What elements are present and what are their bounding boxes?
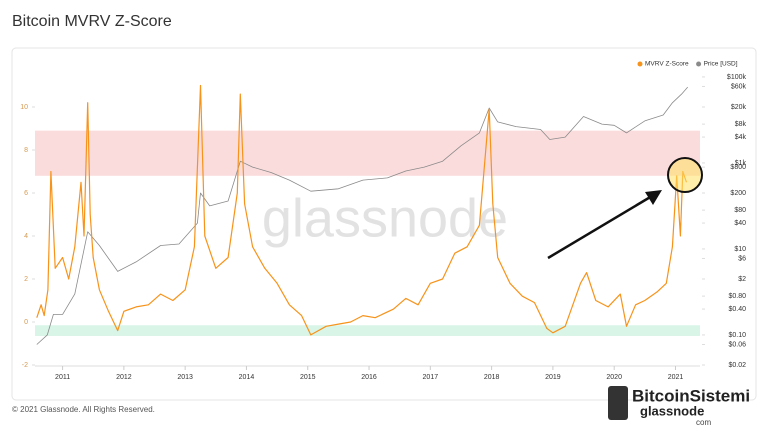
- legend-label: MVRV Z-Score: [645, 61, 689, 68]
- y2-tick-label: $200: [730, 190, 746, 197]
- y-tick-label: 4: [24, 233, 28, 240]
- zone-band: [35, 130, 700, 176]
- y2-tick-label: $1k: [735, 160, 747, 167]
- x-tick-label: 2018: [484, 374, 500, 381]
- y2-tick-label: $60k: [731, 83, 747, 90]
- x-tick-label: 2013: [177, 374, 193, 381]
- y2-tick-label: $0.40: [728, 306, 746, 313]
- logo-tag: com: [696, 418, 711, 427]
- legend-label: Price [USD]: [704, 61, 738, 68]
- y2-tick-label: $40: [734, 220, 746, 227]
- zone-band: [35, 325, 700, 336]
- annotation-arrowhead: [645, 190, 662, 205]
- y-tick-label: 2: [24, 276, 28, 283]
- y2-tick-label: $2: [738, 276, 746, 283]
- legend-swatch: [696, 61, 702, 67]
- y-tick-label: 10: [20, 104, 28, 111]
- y-tick-label: 6: [24, 190, 28, 197]
- y2-tick-label: $0.80: [728, 293, 746, 300]
- y2-tick-label: $10: [734, 246, 746, 253]
- x-tick-label: 2019: [545, 374, 561, 381]
- chart-frame: [11, 47, 757, 401]
- y2-tick-label: $0.02: [728, 362, 746, 369]
- y2-tick-label: $4k: [735, 134, 747, 141]
- x-tick-label: 2017: [423, 374, 439, 381]
- annotation-circle: [667, 157, 703, 193]
- y2-tick-label: $6: [738, 255, 746, 262]
- logo-name: BitcoinSistemi: [632, 386, 750, 405]
- y2-tick-label: $8k: [735, 121, 747, 128]
- y-tick-label: 8: [24, 147, 28, 154]
- copyright: © 2021 Glassnode. All Rights Reserved.: [12, 405, 155, 414]
- logo: BitcoinSistemi glassnode com: [608, 386, 750, 427]
- y2-tick-label: $100k: [727, 74, 747, 81]
- y2-tick-label: $20k: [731, 104, 747, 111]
- series-line: [36, 86, 689, 345]
- x-tick-label: 2021: [668, 374, 684, 381]
- annotation-arrow: [547, 194, 653, 260]
- legend-swatch: [637, 61, 643, 67]
- x-tick-label: 2014: [239, 374, 255, 381]
- x-tick-label: 2016: [361, 374, 377, 381]
- logo-icon: [608, 386, 628, 420]
- series-line: [36, 84, 688, 336]
- y-tick-label: -2: [22, 362, 28, 369]
- y2-tick-label: $0.10: [728, 332, 746, 339]
- watermark: glassnode: [262, 188, 508, 248]
- x-tick-label: 2020: [606, 374, 622, 381]
- x-tick-label: 2011: [55, 374, 70, 381]
- y2-tick-label: $0.06: [728, 341, 746, 348]
- x-tick-label: 2015: [300, 374, 316, 381]
- y2-tick-label: $800: [730, 164, 746, 171]
- y-tick-label: 0: [24, 319, 28, 326]
- x-tick-label: 2012: [116, 374, 132, 381]
- logo-sub: glassnode: [640, 403, 704, 418]
- chart-title: Bitcoin MVRV Z-Score: [12, 13, 172, 30]
- y2-tick-label: $80: [734, 207, 746, 214]
